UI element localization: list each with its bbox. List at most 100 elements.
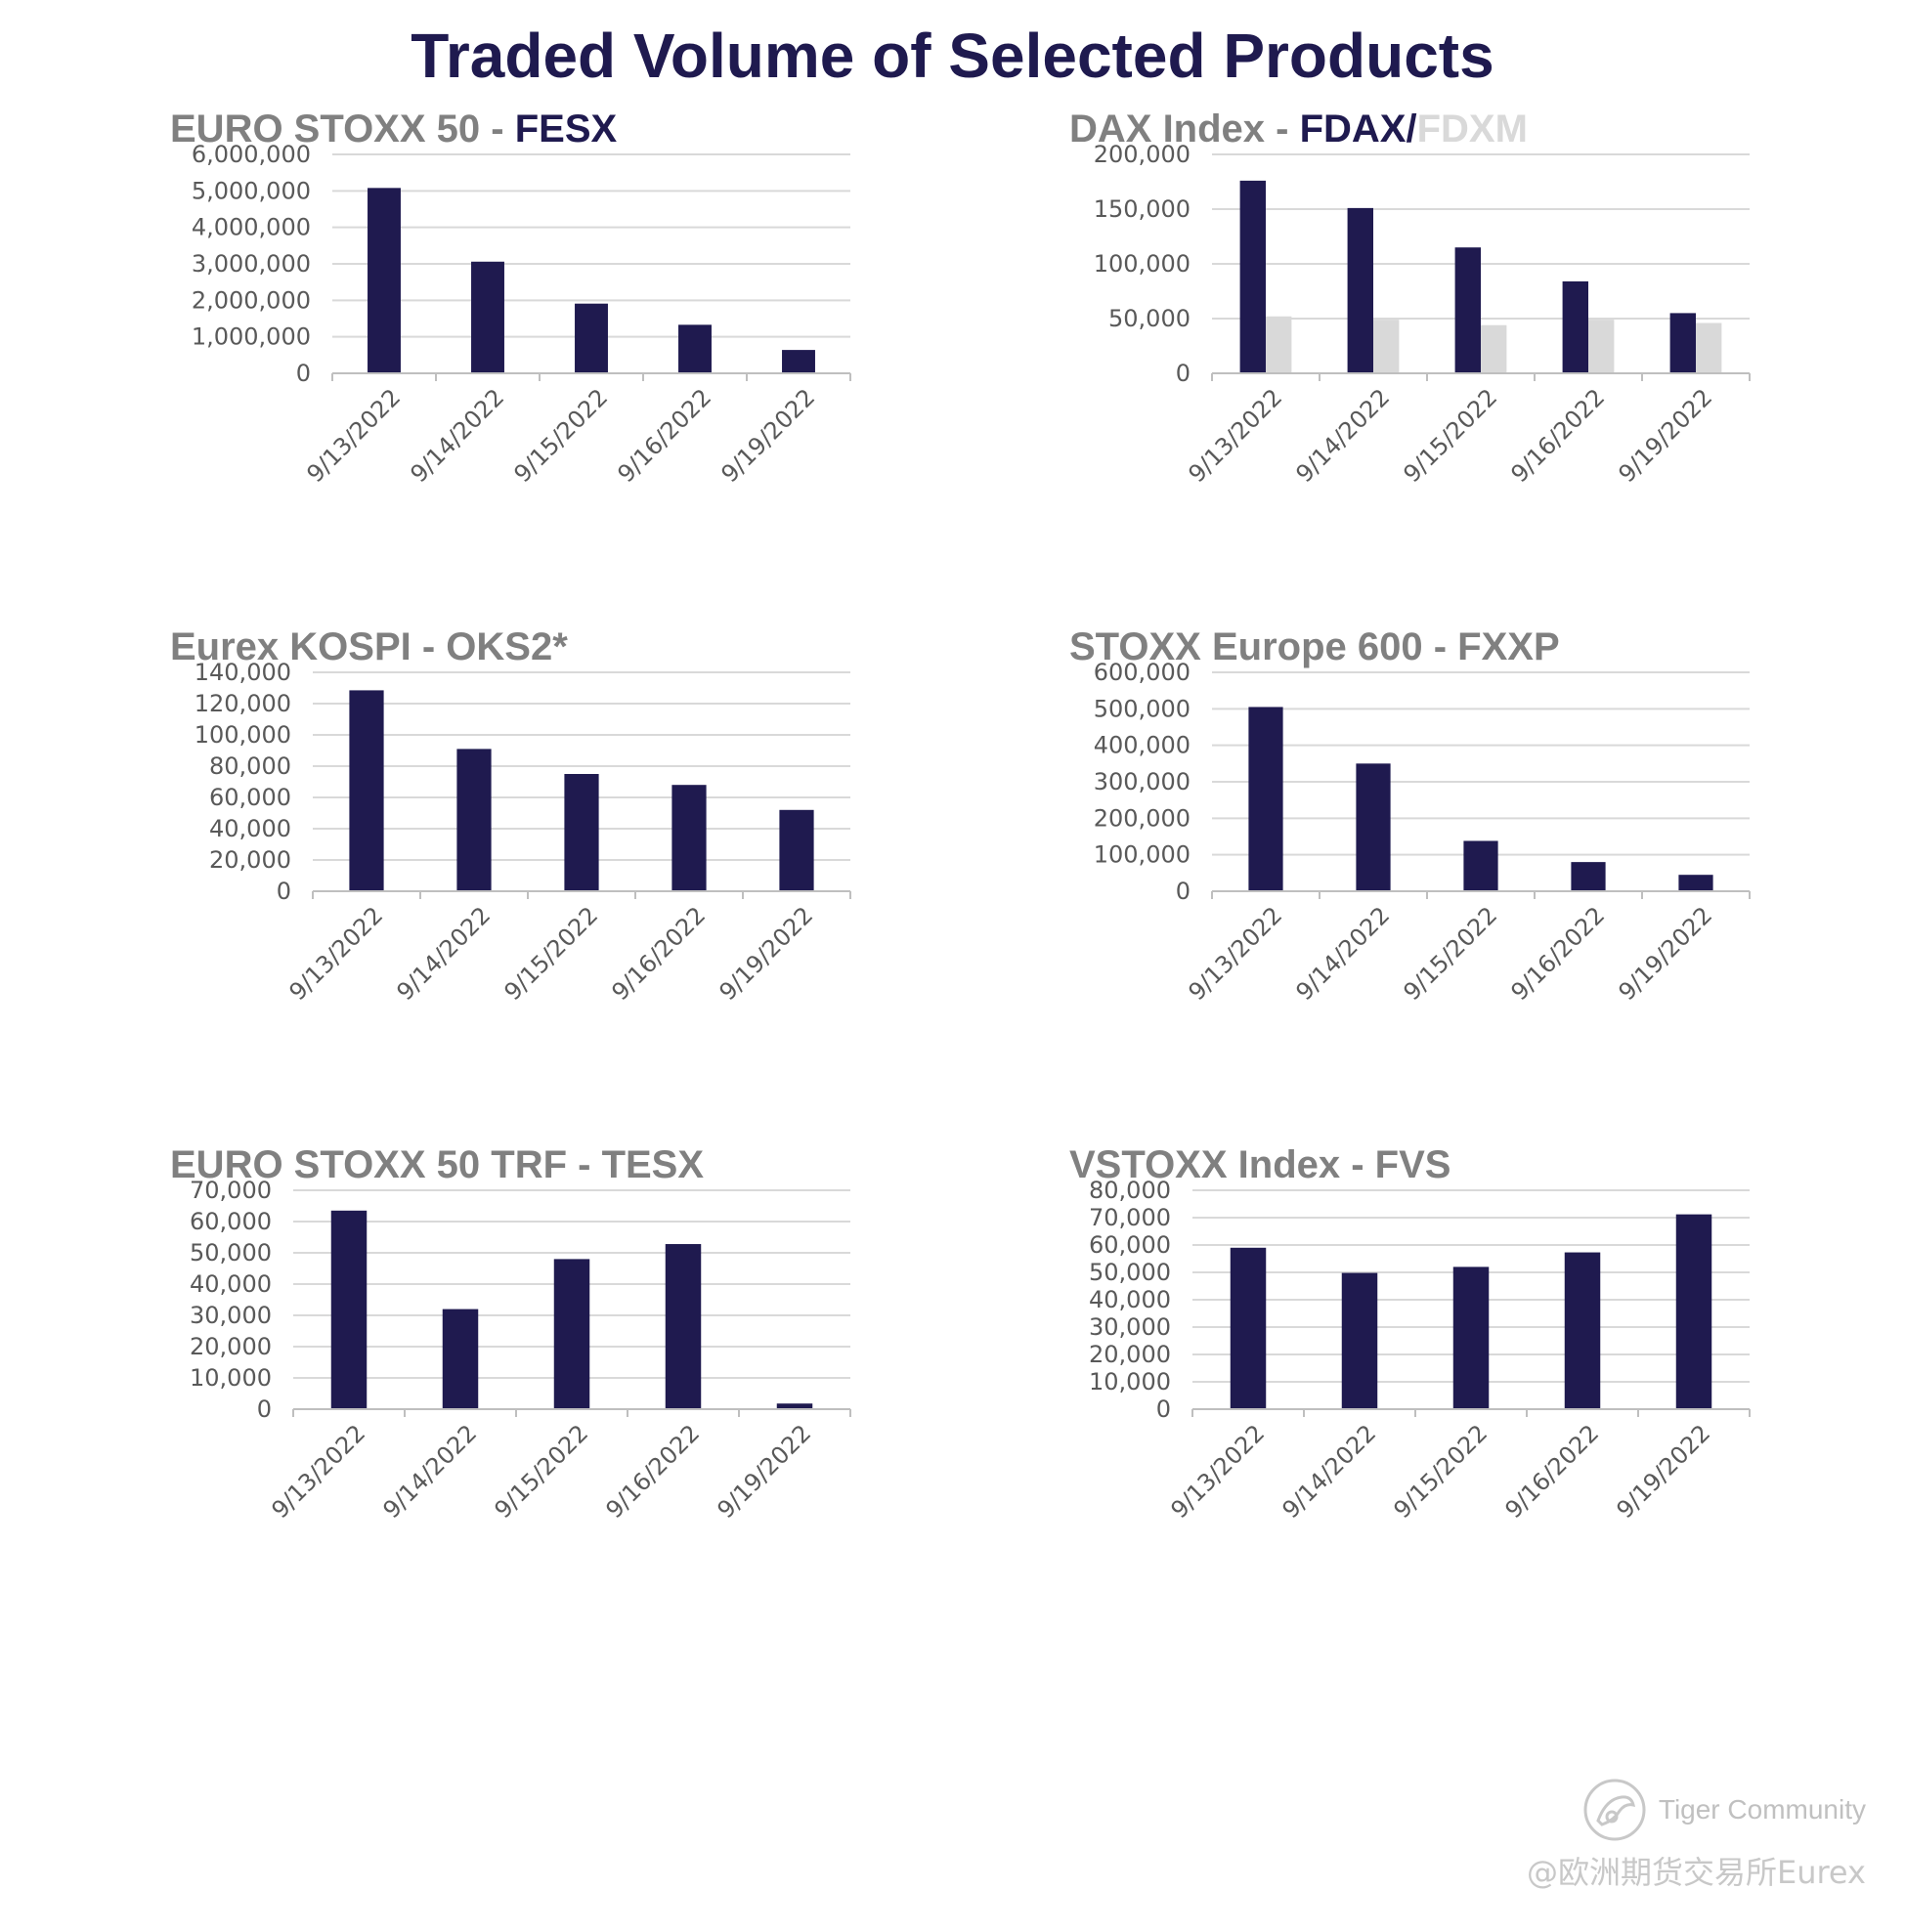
y-tick-label: 1,000,000	[192, 323, 311, 351]
chart-title-part: FDXM	[1416, 107, 1528, 150]
x-tick-label: 9/13/2022	[1183, 901, 1287, 1006]
tiger-logo-icon	[1583, 1779, 1646, 1841]
y-tick-label: 3,000,000	[192, 250, 311, 278]
bar	[1588, 320, 1615, 373]
bar	[776, 1403, 813, 1409]
bar	[1373, 320, 1400, 373]
y-tick-label: 40,000	[209, 815, 291, 842]
x-tick-label: 9/15/2022	[508, 383, 613, 488]
x-tick-label: 9/19/2022	[1611, 1419, 1715, 1524]
y-tick-label: 10,000	[190, 1364, 272, 1392]
chart-title-part: /	[1406, 107, 1417, 150]
chart-svg: 0 1,000,000 2,000,000 3,000,000 4,000,000 5,0…	[192, 141, 851, 488]
x-tick-label: 9/16/2022	[1505, 901, 1610, 1006]
y-tick-label: 200,000	[1094, 804, 1191, 832]
x-tick-label: 9/16/2022	[1499, 1419, 1604, 1524]
x-tick-label: 9/13/2022	[283, 901, 388, 1006]
y-tick-label: 100,000	[1094, 250, 1191, 278]
bar	[1571, 862, 1606, 891]
watermark-handle: @欧洲期货交易所Eurex	[1526, 1854, 1866, 1891]
bar	[330, 1210, 368, 1409]
x-tick-label: 9/14/2022	[377, 1419, 482, 1524]
bar	[1564, 1252, 1601, 1409]
y-tick-label: 0	[1176, 360, 1191, 387]
y-tick-label: 0	[1176, 878, 1191, 905]
bar	[564, 774, 599, 891]
bar	[678, 324, 712, 373]
chart-svg: 0 20,000 40,000 60,000 80,000 100,000 120,000 1…	[195, 659, 851, 1006]
y-tick-label: 40,000	[190, 1270, 272, 1298]
bar	[1481, 324, 1507, 373]
y-tick-label: 60,000	[190, 1208, 272, 1235]
bar	[1356, 763, 1391, 891]
x-tick-label: 9/16/2022	[606, 901, 711, 1006]
x-tick-label: 9/16/2022	[1505, 383, 1610, 488]
bar	[349, 690, 384, 891]
y-tick-label: 200,000	[1094, 141, 1191, 168]
x-tick-label: 9/13/2022	[266, 1419, 370, 1524]
x-tick-label: 9/14/2022	[391, 901, 496, 1006]
bar	[553, 1259, 590, 1409]
bar	[1341, 1272, 1378, 1409]
y-tick-label: 60,000	[1089, 1231, 1171, 1259]
chart-title-part: Eurex KOSPI - OKS2*	[170, 625, 568, 668]
y-tick-label: 20,000	[1089, 1341, 1171, 1368]
y-tick-label: 0	[277, 878, 291, 905]
chart-title: VSTOXX Index - FVS	[1069, 1143, 1450, 1187]
x-tick-label: 9/15/2022	[1398, 901, 1502, 1006]
chart-oks2: Eurex KOSPI - OKS2* 0 20,000 40,000 60,000 8…	[166, 625, 1085, 1153]
bar	[471, 261, 504, 373]
y-tick-label: 80,000	[1089, 1177, 1171, 1204]
chart-fdax-fdxm: DAX Index - FDAX/FDXM 0 50,000 100,000 150,…	[1065, 107, 1905, 635]
x-tick-label: 9/19/2022	[714, 901, 818, 1006]
y-tick-label: 20,000	[209, 846, 291, 874]
y-tick-label: 70,000	[190, 1177, 272, 1204]
y-tick-label: 20,000	[190, 1333, 272, 1360]
bar	[665, 1244, 702, 1409]
y-tick-label: 10,000	[1089, 1368, 1171, 1395]
chart-svg: 0 10,000 20,000 30,000 40,000 50,000 60,000 70,…	[190, 1177, 851, 1524]
watermark: Tiger Community @欧洲期货交易所Eurex	[1527, 1778, 1866, 1893]
y-tick-label: 70,000	[1089, 1204, 1171, 1231]
chart-title-part: DAX Index -	[1069, 107, 1300, 150]
x-tick-label: 9/15/2022	[1388, 1419, 1493, 1524]
bar	[1678, 875, 1713, 891]
bar	[1347, 207, 1373, 373]
x-tick-label: 9/13/2022	[301, 383, 406, 488]
chart-title-part: EURO STOXX 50 -	[170, 107, 515, 150]
chart-title: EURO STOXX 50 TRF - TESX	[170, 1143, 704, 1187]
y-tick-label: 0	[257, 1395, 272, 1423]
chart-title: STOXX Europe 600 - FXXP	[1069, 625, 1560, 669]
x-tick-label: 9/13/2022	[1165, 1419, 1270, 1524]
chart-fvs: VSTOXX Index - FVS 0 10,000 20,000 30,000 40…	[1065, 1143, 1905, 1671]
y-tick-label: 0	[296, 360, 311, 387]
y-tick-label: 2,000,000	[192, 286, 311, 314]
bar	[1239, 180, 1266, 373]
bar	[1562, 280, 1588, 373]
chart-title-part: STOXX Europe 600 - FXXP	[1069, 625, 1560, 668]
y-tick-label: 6,000,000	[192, 141, 311, 168]
y-tick-label: 30,000	[1089, 1313, 1171, 1341]
bar	[1463, 840, 1498, 891]
y-tick-label: 300,000	[1094, 768, 1191, 795]
bar	[575, 303, 608, 373]
bar	[782, 350, 815, 373]
chart-fesx: EURO STOXX 50 - FESX 0 1,000,000 2,000,000…	[166, 107, 1085, 635]
y-tick-label: 400,000	[1094, 732, 1191, 759]
y-tick-label: 100,000	[1094, 841, 1191, 869]
page-title: Traded Volume of Selected Products	[411, 21, 1494, 91]
x-tick-label: 9/15/2022	[1398, 383, 1502, 488]
y-tick-label: 500,000	[1094, 695, 1191, 722]
bar	[1669, 313, 1696, 373]
y-tick-label: 50,000	[1108, 305, 1191, 332]
x-tick-label: 9/19/2022	[715, 383, 820, 488]
bar	[1248, 707, 1283, 891]
y-tick-label: 50,000	[190, 1239, 272, 1267]
y-tick-label: 30,000	[190, 1302, 272, 1329]
bar	[456, 749, 492, 891]
y-tick-label: 5,000,000	[192, 177, 311, 204]
chart-title: DAX Index - FDAX/FDXM	[1069, 107, 1528, 151]
y-tick-label: 0	[1156, 1395, 1171, 1423]
x-tick-label: 9/14/2022	[1290, 383, 1395, 488]
